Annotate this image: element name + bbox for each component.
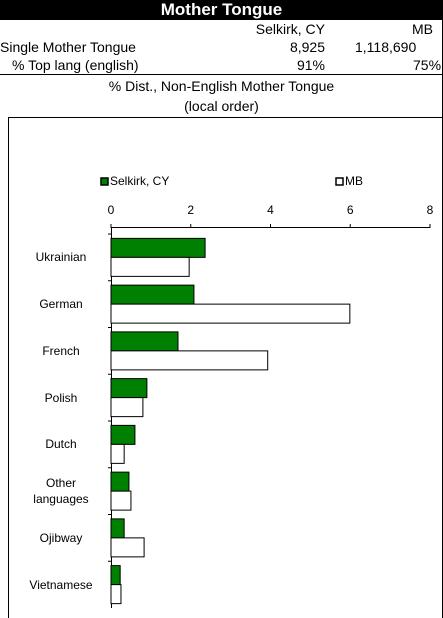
bar bbox=[110, 237, 206, 258]
y-tick-label: Vietnamese bbox=[29, 577, 93, 592]
cell: 91% bbox=[296, 57, 325, 73]
column-header: MB bbox=[412, 21, 433, 37]
bar bbox=[110, 584, 122, 605]
bar bbox=[110, 537, 145, 558]
bar bbox=[110, 303, 351, 324]
bar bbox=[110, 424, 136, 445]
legend-label: MB bbox=[345, 174, 363, 188]
legend-swatch bbox=[335, 177, 344, 186]
bar bbox=[110, 284, 195, 305]
x-tick-label: 2 bbox=[187, 203, 194, 217]
x-tick-label: 4 bbox=[267, 203, 274, 217]
bar bbox=[110, 378, 148, 399]
x-tick-label: 0 bbox=[108, 203, 115, 217]
bar bbox=[110, 350, 269, 371]
row-label: Single Mother Tongue bbox=[0, 39, 136, 55]
bar bbox=[110, 490, 132, 511]
y-tick-label: Ukrainian bbox=[35, 250, 87, 265]
y-tick-label: Other languages bbox=[33, 476, 89, 507]
cell: 8,925 bbox=[289, 39, 325, 55]
legend-label: Selkirk, CY bbox=[110, 174, 169, 188]
bar bbox=[110, 397, 144, 418]
chart-title: % Dist., Non-English Mother Tongue bbox=[108, 78, 335, 94]
bar bbox=[110, 331, 179, 352]
cell: 75% bbox=[413, 57, 442, 73]
bar bbox=[110, 256, 190, 277]
legend-swatch bbox=[100, 177, 109, 186]
row-label: % Top lang (english) bbox=[12, 57, 139, 73]
column-header: Selkirk, CY bbox=[255, 21, 325, 37]
cell: 1,118,690 bbox=[355, 39, 417, 55]
x-tick-label: 8 bbox=[427, 203, 434, 217]
y-tick-label: French bbox=[42, 343, 80, 358]
bar bbox=[110, 565, 121, 586]
chart-subtitle: (local order) bbox=[184, 98, 259, 114]
y-tick-label: Ojibway bbox=[39, 530, 83, 545]
bar bbox=[110, 443, 125, 464]
bar bbox=[110, 518, 125, 539]
y-tick-label: Dutch bbox=[45, 437, 77, 452]
x-tick-label: 6 bbox=[347, 203, 354, 217]
bar bbox=[110, 471, 130, 492]
title-bar: Mother Tongue bbox=[0, 0, 443, 20]
y-tick-label: Polish bbox=[44, 390, 78, 405]
y-tick-label: German bbox=[39, 297, 83, 312]
